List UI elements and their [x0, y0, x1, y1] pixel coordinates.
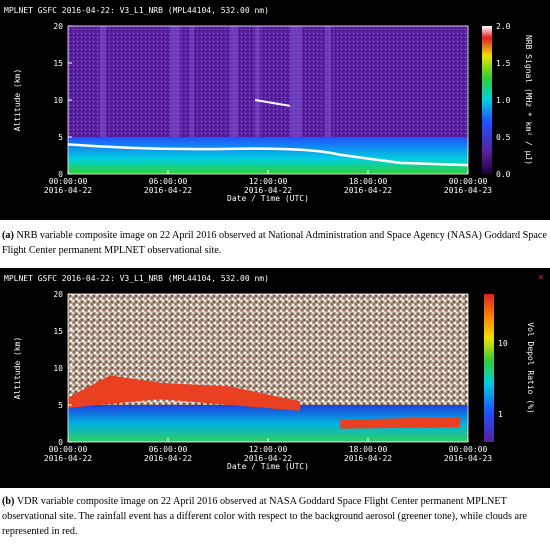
x-tick-label: 2016-04-22 [244, 186, 292, 195]
colorbar-tick-label: 10 [498, 339, 508, 348]
caption-text: NRB variable composite image on 22 April… [2, 230, 547, 256]
cloud-layer [67, 143, 469, 167]
cloud-layer [340, 416, 460, 429]
x-tick-label: 2016-04-22 [144, 454, 192, 463]
y-tick-label: 10 [53, 364, 63, 373]
close-icon: × [538, 272, 544, 283]
x-tick-label: 2016-04-23 [444, 454, 492, 463]
colorbar-tick-label: 1.5 [496, 59, 511, 68]
x-tick-label: 18:00:00 [349, 177, 388, 186]
y-tick-label: 0 [58, 438, 63, 447]
panel: MPLNET GSFC 2016-04-22: V3_L1_NRB (MPL44… [0, 0, 550, 220]
caption-text: VDR variable composite image on 22 April… [2, 496, 527, 537]
panel: × MPLNET GSFC 2016-04-22: V3_L1_NRB (MPL4… [0, 268, 550, 488]
panel-title: MPLNET GSFC 2016-04-22: V3_L1_NRB (MPL44… [4, 6, 269, 15]
x-tick-label: 2016-04-22 [144, 186, 192, 195]
colorbar-tick-label: 0.5 [496, 133, 511, 142]
figure-panels: MPLNET GSFC 2016-04-22: V3_L1_NRB (MPL44… [0, 0, 550, 488]
caption-a: (a) NRB variable composite image on 22 A… [2, 228, 548, 258]
y-tick-label: 20 [53, 22, 63, 31]
x-axis-label: Date / Time (UTC) [227, 194, 309, 203]
signal-streak [190, 26, 194, 174]
y-tick-label: 5 [58, 401, 63, 410]
y-tick-label: 15 [53, 327, 63, 336]
colorbar [482, 26, 492, 174]
signal-low [68, 137, 468, 174]
caption-b: (b) VDR variable composite image on 22 A… [2, 494, 548, 539]
x-tick-label: 18:00:00 [349, 445, 388, 454]
colorbar-label: NRB Signal (MHz * km² / μJ) [524, 35, 533, 165]
x-tick-label: 2016-04-22 [44, 454, 92, 463]
y-tick-label: 20 [53, 290, 63, 299]
caption-label: (a) [2, 230, 14, 241]
colorbar-tick-label: 1.0 [496, 96, 511, 105]
caption-label: (b) [2, 496, 15, 507]
colorbar [484, 294, 494, 442]
cloud-layer [68, 375, 300, 411]
colorbar-tick-label: 1 [498, 410, 503, 419]
y-tick-label: 10 [53, 96, 63, 105]
x-tick-label: 12:00:00 [249, 177, 288, 186]
colorbar-tick-label: 0.0 [496, 170, 511, 179]
y-axis-label: Altitude (km) [13, 69, 22, 132]
colorbar-label: Vol Depol Ratio (%) [526, 322, 535, 414]
y-tick-label: 0 [58, 170, 63, 179]
y-tick-label: 15 [53, 59, 63, 68]
cloud-layer [254, 99, 291, 107]
x-tick-label: 2016-04-22 [44, 186, 92, 195]
x-tick-label: 06:00:00 [149, 445, 188, 454]
x-tick-label: 2016-04-22 [244, 454, 292, 463]
signal-streak [170, 26, 180, 174]
x-axis-label: Date / Time (UTC) [227, 462, 309, 471]
signal-streak [100, 26, 106, 174]
panel-title: MPLNET GSFC 2016-04-22: V3_L1_NRB (MPL44… [4, 274, 269, 283]
x-tick-label: 2016-04-22 [344, 454, 392, 463]
signal-streak [230, 26, 238, 174]
x-tick-label: 12:00:00 [249, 445, 288, 454]
x-tick-label: 06:00:00 [149, 177, 188, 186]
colorbar-tick-label: 2.0 [496, 22, 511, 31]
x-tick-label: 2016-04-22 [344, 186, 392, 195]
signal-streak [325, 26, 331, 174]
x-tick-label: 00:00:00 [49, 445, 88, 454]
x-tick-label: 00:00:00 [449, 445, 488, 454]
y-tick-label: 5 [58, 133, 63, 142]
x-tick-label: 00:00:00 [49, 177, 88, 186]
y-axis-label: Altitude (km) [13, 337, 22, 400]
x-tick-label: 00:00:00 [449, 177, 488, 186]
x-tick-label: 2016-04-23 [444, 186, 492, 195]
